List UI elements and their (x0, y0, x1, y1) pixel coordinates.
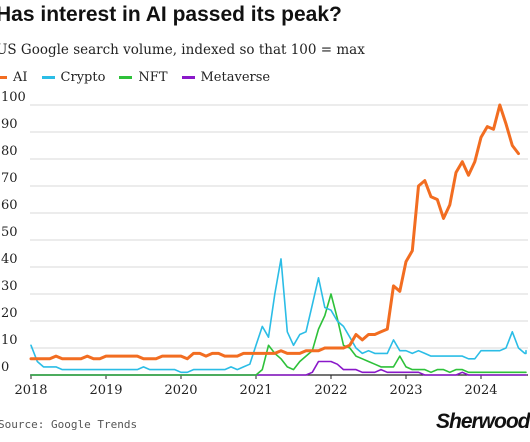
legend-item: Crypto (41, 70, 106, 85)
legend: AI Crypto NFT Metaverse (0, 70, 284, 85)
x-tick-label: 2023 (389, 383, 422, 398)
chart-subtitle: US Google search volume, indexed so that… (0, 42, 365, 58)
x-tick-label: 2018 (14, 383, 47, 398)
legend-swatch (0, 76, 7, 79)
series-line-nft (30, 293, 527, 376)
legend-swatch (119, 76, 133, 79)
y-tick-label: 70 (1, 171, 18, 186)
legend-item: AI (0, 70, 28, 85)
legend-label: AI (13, 70, 28, 85)
y-tick-label: 30 (1, 279, 18, 294)
source-note: Source: Google Trends (0, 418, 138, 431)
legend-swatch (181, 76, 195, 79)
legend-swatch (41, 76, 55, 79)
series-line-crypto (30, 258, 527, 374)
series-line-metaverse (30, 360, 527, 376)
y-tick-label: 40 (1, 252, 18, 267)
legend-label: NFT (138, 70, 168, 85)
y-tick-label: 0 (1, 360, 9, 375)
y-tick-label: 20 (1, 306, 18, 321)
legend-label: Metaverse (200, 70, 271, 85)
y-tick-label: 10 (1, 333, 18, 348)
x-tick-label: 2019 (89, 383, 122, 398)
legend-item: Metaverse (181, 70, 271, 85)
y-tick-label: 90 (1, 117, 18, 132)
x-tick-label: 2024 (464, 383, 497, 398)
legend-label: Crypto (60, 70, 106, 85)
series-line-ai (29, 103, 520, 361)
chart-title: Has interest in AI passed its peak? (0, 3, 342, 26)
x-tick-label: 2020 (164, 383, 197, 398)
y-tick-label: 100 (1, 90, 26, 105)
x-tick-label: 2021 (239, 383, 272, 398)
y-tick-label: 60 (1, 198, 18, 213)
legend-item: NFT (119, 70, 168, 85)
x-tick-label: 2022 (314, 383, 347, 398)
y-tick-label: 50 (1, 225, 18, 240)
sherwood-logo: Sherwood (436, 410, 530, 433)
y-tick-label: 80 (1, 144, 18, 159)
